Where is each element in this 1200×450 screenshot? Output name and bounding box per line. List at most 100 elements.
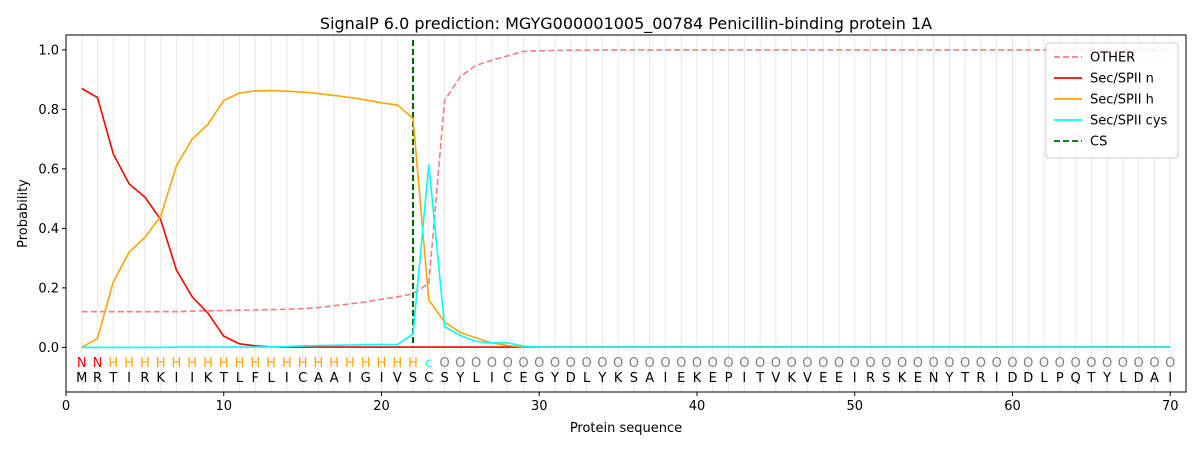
x-tick-label: 70 [1162, 399, 1179, 414]
residue-letter: S [630, 371, 638, 386]
residue-letter: L [236, 371, 244, 386]
plot-frame [65, 34, 1187, 393]
residue-letter: V [803, 371, 812, 386]
region-label: O [1039, 356, 1049, 371]
region-label: O [1086, 356, 1096, 371]
residue-letter: I [175, 371, 179, 386]
residue-letter: K [614, 371, 623, 386]
residue-letter: D [1023, 371, 1033, 386]
region-label: O [944, 356, 954, 371]
residue-letter: K [156, 371, 165, 386]
region-label: O [629, 356, 639, 371]
region-label: O [739, 356, 749, 371]
residue-letter: V [393, 371, 402, 386]
region-label: O [1070, 356, 1080, 371]
region-label: O [1149, 356, 1159, 371]
region-label: O [581, 356, 591, 371]
region-label: O [1118, 356, 1128, 371]
x-tick-label: 50 [846, 399, 863, 414]
residue-letter: I [995, 371, 999, 386]
region-label: O [1102, 356, 1112, 371]
region-label: H [408, 356, 418, 371]
x-axis-label: Protein sequence [570, 421, 682, 436]
legend-label: OTHER [1090, 51, 1135, 66]
region-label: O [660, 356, 670, 371]
residue-letter: E [819, 371, 827, 386]
residue-letter: F [252, 371, 259, 386]
region-label: O [850, 356, 860, 371]
residue-letter: L [473, 371, 481, 386]
region-label: H [266, 356, 276, 371]
region-label: H [250, 356, 260, 371]
grid-layer [81, 35, 1171, 392]
residue-letter: A [645, 371, 654, 386]
region-label: O [455, 356, 465, 371]
residue-letter: K [898, 371, 907, 386]
region-label: H [203, 356, 213, 371]
y-tick-label: 0.8 [38, 103, 59, 118]
residue-letter: L [1040, 371, 1048, 386]
residue-letter: E [914, 371, 922, 386]
series-line-sec-spii-cys [81, 164, 1171, 349]
residue-letter: G [361, 371, 371, 386]
region-label: O [503, 356, 513, 371]
region-label: O [1007, 356, 1017, 371]
residue-letter: V [771, 371, 780, 386]
sequence-letters: NMNRHTHIHRHKHIHIHKHTHLHFHLHIHCHAHAHIHGHI… [76, 356, 1175, 386]
region-label: O [818, 356, 828, 371]
region-label: O [471, 356, 481, 371]
residue-letter: I [190, 371, 194, 386]
region-label: H [172, 356, 182, 371]
region-label: H [108, 356, 118, 371]
y-axis-ticks: 0.0 0.2 0.4 0.6 0.8 1.0 [38, 43, 66, 356]
region-label: O [597, 356, 607, 371]
y-axis-label: Probability [16, 179, 31, 248]
region-label: O [960, 356, 970, 371]
region-label: N [77, 356, 87, 371]
residue-letter: Q [1070, 371, 1080, 386]
residue-letter: C [298, 371, 307, 386]
x-tick-label: 30 [531, 399, 548, 414]
region-label: H [329, 356, 339, 371]
region-label: H [361, 356, 371, 371]
residue-letter: I [853, 371, 857, 386]
region-label: O [976, 356, 986, 371]
region-label: H [140, 356, 150, 371]
series-layer [81, 49, 1171, 349]
residue-letter: E [677, 371, 685, 386]
residue-letter: A [330, 371, 339, 386]
region-label: O [723, 356, 733, 371]
x-tick-label: 60 [1004, 399, 1021, 414]
residue-letter: S [409, 371, 417, 386]
residue-letter: P [1056, 371, 1064, 386]
region-label: O [1055, 356, 1065, 371]
y-tick-label: 0.6 [38, 162, 59, 177]
residue-letter: N [929, 371, 939, 386]
region-label: O [487, 356, 497, 371]
residue-letter: K [787, 371, 796, 386]
region-label: O [534, 356, 544, 371]
x-tick-label: 20 [373, 399, 390, 414]
residue-letter: R [140, 371, 149, 386]
residue-letter: Y [597, 371, 606, 386]
residue-letter: T [755, 371, 764, 386]
residue-letter: I [490, 371, 494, 386]
region-label: O [802, 356, 812, 371]
residue-letter: Y [455, 371, 464, 386]
y-tick-label: 1.0 [38, 43, 59, 58]
region-label: H [219, 356, 229, 371]
residue-letter: I [285, 371, 289, 386]
region-label: O [1134, 356, 1144, 371]
legend-label: Sec/SPII n [1090, 72, 1154, 87]
region-label: H [377, 356, 387, 371]
x-tick-label: 0 [62, 399, 70, 414]
residue-letter: L [583, 371, 591, 386]
residue-letter: D [1007, 371, 1017, 386]
region-label: O [755, 356, 765, 371]
region-label: H [298, 356, 308, 371]
series-line-sec-spii-h [81, 89, 1171, 349]
residue-letter: D [566, 371, 576, 386]
region-label: O [1023, 356, 1033, 371]
region-label: O [834, 356, 844, 371]
